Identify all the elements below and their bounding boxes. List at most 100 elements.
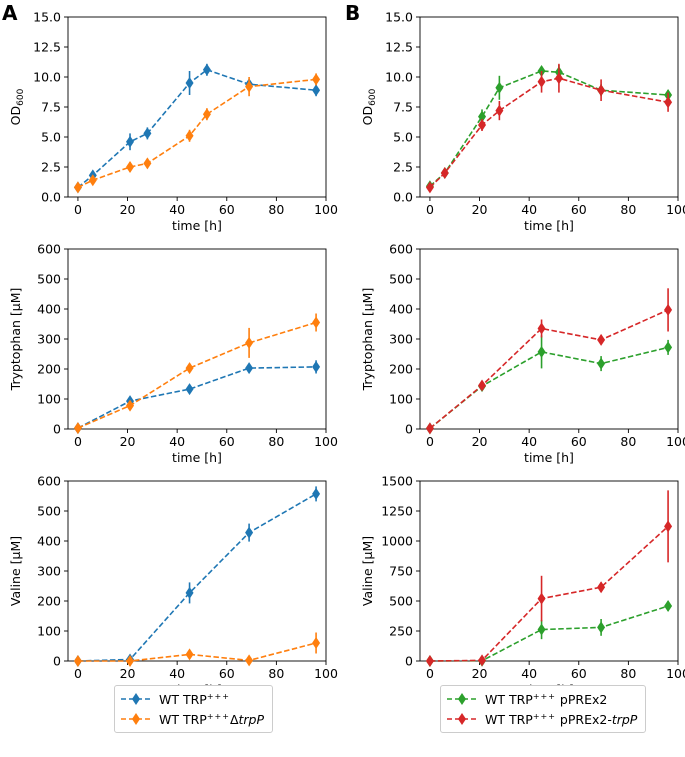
y-tick-label: 12.5 [33, 40, 61, 55]
data-point [597, 333, 606, 346]
y-axis-label: OD600 [360, 88, 378, 125]
data-point [478, 654, 487, 667]
y-tick-label: 750 [389, 564, 413, 579]
series-line [429, 605, 669, 662]
x-tick-label: 60 [219, 666, 235, 681]
data-point [185, 362, 194, 375]
legend-a-swatch-blue [121, 693, 151, 705]
x-tick-label: 40 [521, 202, 537, 217]
y-tick-label: 10.0 [33, 70, 61, 85]
data-point [73, 422, 82, 435]
legend-a-item-blue: WT TRP+++ [121, 689, 264, 709]
series-line [429, 77, 669, 188]
data-point [73, 181, 82, 194]
data-point [664, 303, 673, 316]
data-point [245, 654, 254, 667]
legend-b-swatch-red [447, 713, 477, 725]
data-point [126, 135, 135, 148]
series-line [77, 642, 317, 662]
x-tick-label: 80 [268, 202, 284, 217]
data-point [185, 586, 194, 599]
y-axis-label-main: Tryptophan [µM] [360, 288, 375, 392]
y-tick-label: 7.5 [41, 100, 61, 115]
x-tick-label: 0 [426, 434, 434, 449]
series-line [429, 346, 669, 430]
legend-a-label-orange: WT TRP+++ΔtrpP [159, 711, 265, 727]
data-point [88, 174, 97, 187]
series-line [77, 321, 317, 429]
x-tick-label: 40 [169, 666, 185, 681]
data-point [554, 72, 563, 85]
data-point [597, 357, 606, 370]
x-tick-label: 0 [426, 202, 434, 217]
panel-label-b: B [345, 1, 360, 25]
axes-frame [419, 248, 679, 430]
data-point [597, 621, 606, 634]
data-point [312, 360, 321, 373]
y-tick-label: 0 [53, 654, 61, 669]
series-blue [73, 360, 321, 435]
x-axis-label: time [h] [172, 450, 222, 465]
data-point [664, 96, 673, 109]
x-tick-label: 80 [620, 434, 636, 449]
chart-A-od: 0 20 40 60 80 100 0.0 2.5 5.0 7.5 10.0 12.5 15.0 time… [8, 10, 338, 234]
series-red [425, 63, 673, 194]
x-tick-label: 20 [472, 202, 488, 217]
data-point [537, 322, 546, 335]
data-point [245, 336, 254, 349]
legend-b-swatch-green [447, 693, 477, 705]
y-axis-label: Valine [µM] [360, 536, 375, 606]
axes-frame [67, 480, 327, 662]
x-tick-label: 20 [120, 666, 136, 681]
y-tick-label: 600 [37, 242, 61, 257]
data-point [440, 167, 449, 179]
y-axis-label: OD600 [8, 88, 26, 125]
data-point [126, 161, 135, 173]
data-point [312, 316, 321, 329]
x-tick-label: 100 [314, 202, 338, 217]
data-point [537, 345, 546, 358]
data-point [537, 75, 546, 88]
legend-a: WT TRP+++ WT TRP+++ΔtrpP [114, 685, 274, 733]
x-tick-label: 40 [169, 202, 185, 217]
series-green [425, 335, 673, 435]
data-point [664, 600, 673, 613]
data-point [143, 127, 152, 140]
data-point [664, 341, 673, 354]
axes-frame [419, 480, 679, 662]
series-green [425, 65, 673, 193]
x-tick-label: 100 [314, 434, 338, 449]
series-line [77, 366, 317, 429]
x-tick-label: 20 [472, 666, 488, 681]
x-tick-label: 60 [571, 666, 587, 681]
y-tick-label: 600 [389, 242, 413, 257]
x-tick-label: 80 [268, 666, 284, 681]
y-tick-label: 1000 [381, 534, 413, 549]
series-blue [73, 486, 321, 667]
data-point [185, 129, 194, 142]
legend-b-item-red: WT TRP+++ pPREx2-trpP [447, 709, 637, 729]
x-axis-label: time [h] [172, 218, 222, 233]
y-tick-label: 5.0 [41, 130, 61, 145]
x-axis-label: time [h] [524, 450, 574, 465]
x-tick-label: 80 [620, 202, 636, 217]
data-point [245, 362, 254, 375]
series-line [429, 525, 669, 662]
data-point [495, 104, 504, 117]
data-point [478, 119, 487, 131]
series-red [425, 288, 673, 435]
data-point [143, 157, 152, 170]
data-point [597, 84, 606, 97]
chart-B-val: 0204060801000250500750100012501500time [… [360, 474, 685, 698]
data-point [245, 80, 254, 93]
y-axis-label-subscript: 600 [16, 88, 26, 105]
y-tick-label: 0.0 [393, 190, 413, 205]
y-tick-label: 5.0 [393, 130, 413, 145]
x-tick-label: 0 [74, 434, 82, 449]
data-point [126, 399, 135, 412]
y-tick-label: 250 [389, 624, 413, 639]
series-line [429, 70, 669, 187]
y-tick-label: 0 [405, 422, 413, 437]
y-tick-label: 0 [53, 422, 61, 437]
